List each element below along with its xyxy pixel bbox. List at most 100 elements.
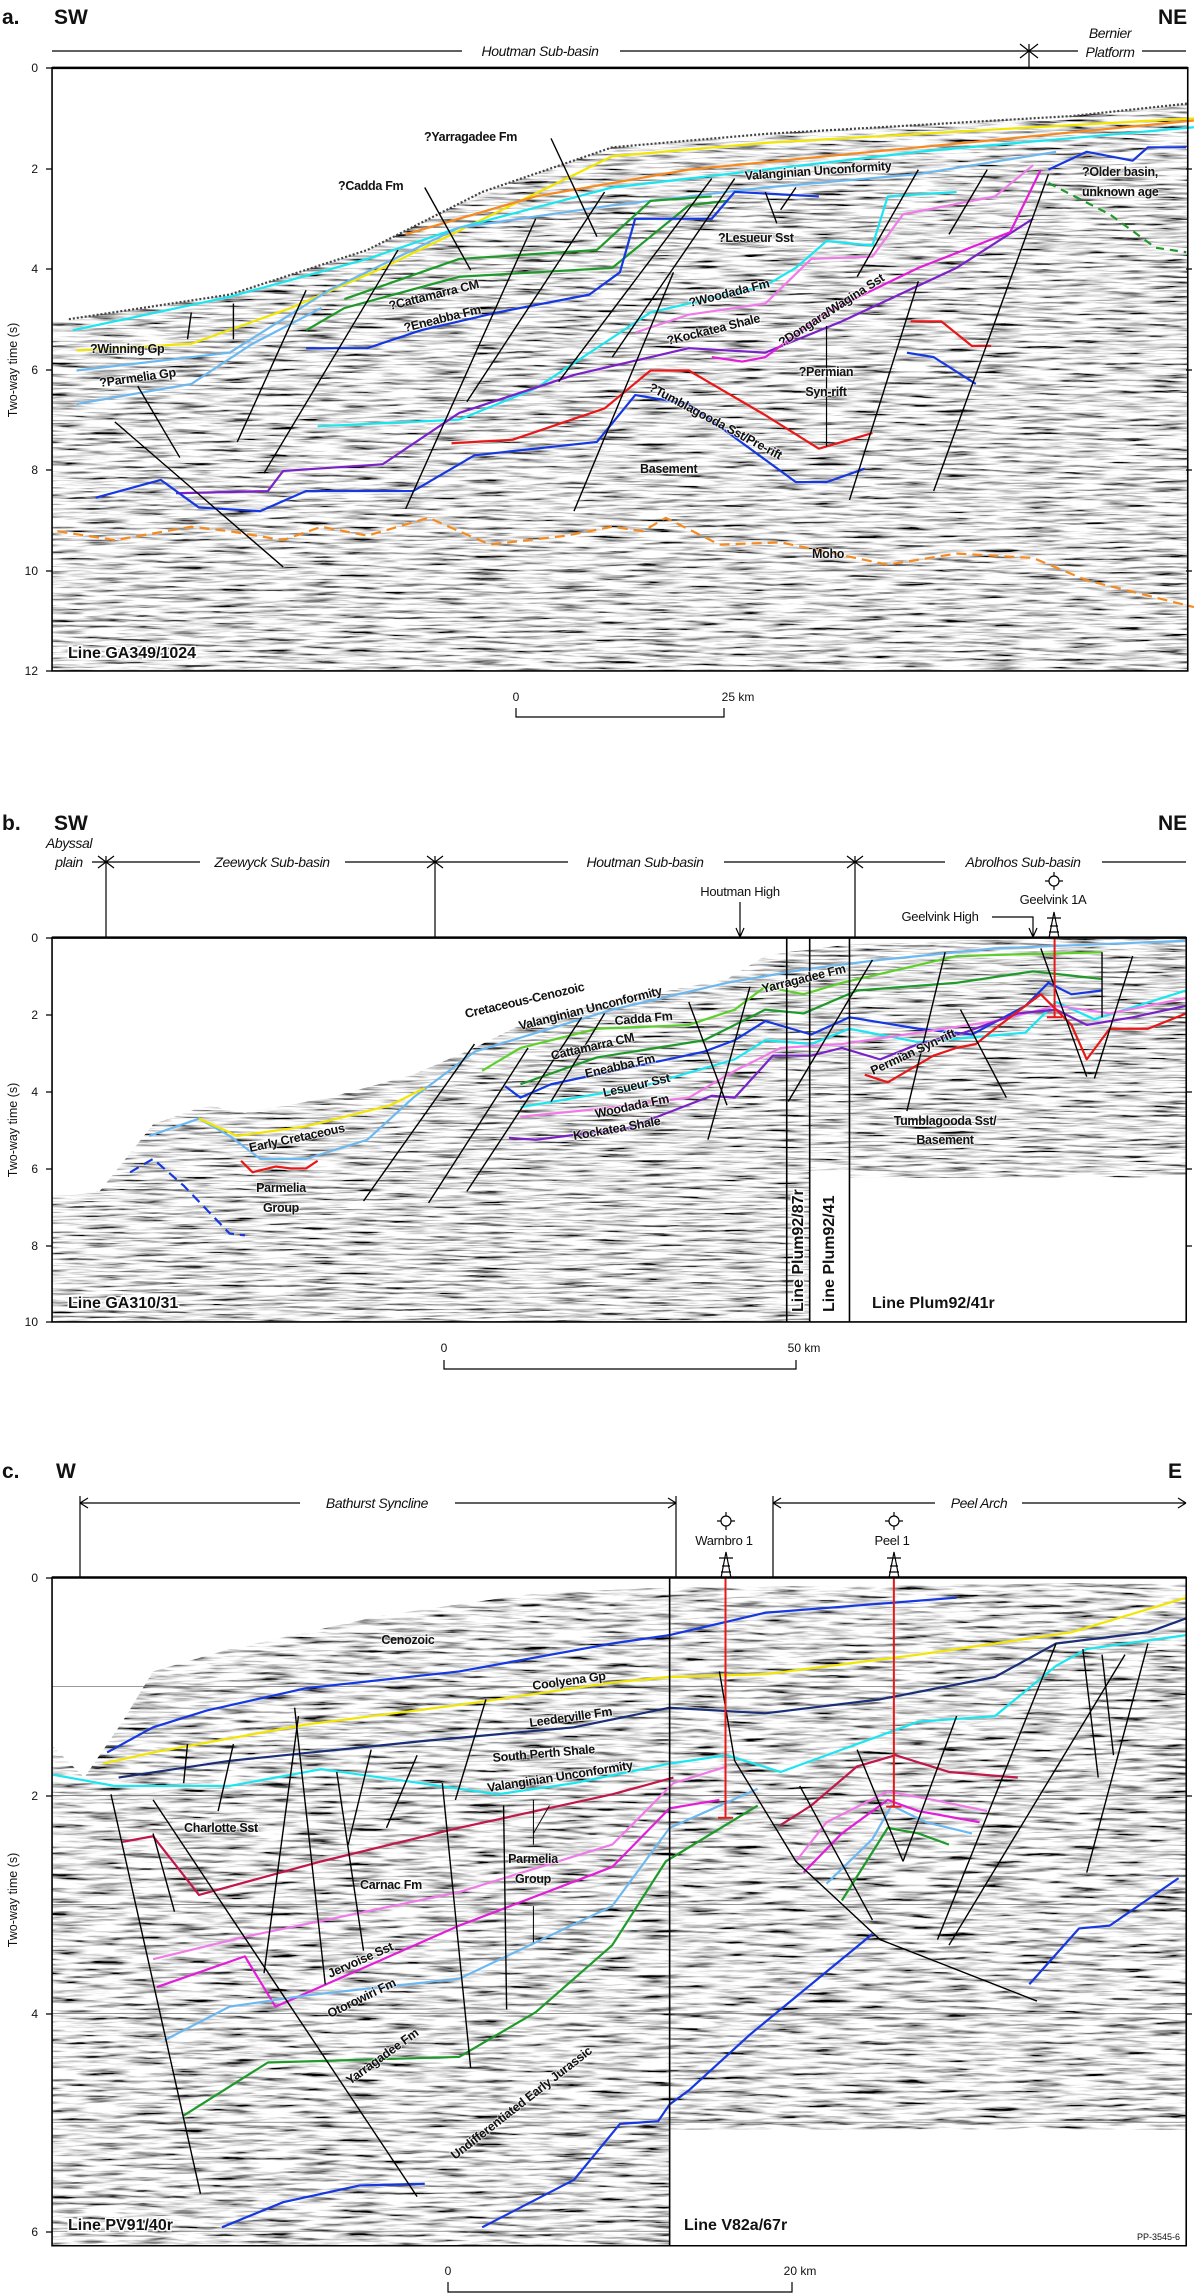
label-yarragadee: ?Yarragadee Fm xyxy=(424,130,517,144)
horizon-blue xyxy=(505,983,1102,1098)
tick-label: 10 xyxy=(25,564,39,578)
scale-end: 25 km xyxy=(722,690,755,704)
fault xyxy=(187,312,191,339)
fault xyxy=(406,219,536,509)
direction-left: SW xyxy=(54,812,88,835)
tick-label: 0 xyxy=(31,931,38,945)
scale-end: 50 km xyxy=(788,1341,821,1355)
y-axis-a: 0 2 4 6 8 10 12 Two-way time (s) xyxy=(6,61,1192,678)
fault xyxy=(1087,1643,1148,1872)
fault xyxy=(467,1017,582,1191)
label-permian-line1: ?Permian xyxy=(799,365,854,379)
fault xyxy=(708,987,750,1140)
fault xyxy=(337,1772,364,1951)
fault xyxy=(1102,1655,1113,1756)
fault xyxy=(237,290,306,442)
seismic-section-c xyxy=(52,1578,1186,2246)
horizon-green xyxy=(184,1806,758,2116)
region-bar: Abyssal plain Zeewyck Sub-basin Houtman … xyxy=(45,835,1186,938)
fault xyxy=(153,1833,174,1911)
horizon-green xyxy=(306,201,727,330)
fault xyxy=(1094,956,1132,1078)
fault xyxy=(937,1643,1056,1939)
region-houtman-sub-basin: Houtman Sub-basin xyxy=(482,43,600,59)
panel-letter: a. xyxy=(2,6,20,29)
fault xyxy=(788,960,872,1102)
horizon-lightgreen xyxy=(482,952,1102,1071)
direction-right: NE xyxy=(1158,812,1187,835)
label-lesueur: ?Lesueur Sst xyxy=(718,231,795,245)
fault xyxy=(551,138,597,236)
horizon-blue-right xyxy=(1048,147,1186,169)
tick-label: 4 xyxy=(31,262,38,276)
fault xyxy=(1041,948,1087,1076)
horizon-green-2 xyxy=(344,196,711,299)
well-symbol-icon xyxy=(1045,872,1063,939)
fault xyxy=(264,1716,298,1973)
horizon-blue-dashed xyxy=(130,1159,245,1236)
seismic-section-a xyxy=(52,68,1194,671)
well-symbol-icon xyxy=(717,1512,735,1579)
axis-title: Two-way time (s) xyxy=(6,1853,20,1947)
horizon-blue-upper xyxy=(306,192,819,348)
tick-label: 12 xyxy=(25,664,39,678)
region-abyssal-line1: Abyssal xyxy=(45,835,94,851)
panel-a: a. SW NE Houtman Sub-basin Bernier Platf… xyxy=(2,6,1194,718)
label-tumblagooda-line1: Tumblagooda Sst/ xyxy=(894,1114,997,1128)
fault xyxy=(559,179,712,382)
horizon-valanginian xyxy=(54,1635,1187,1794)
horizon-blue-deep xyxy=(222,2184,425,2228)
label-houtman-high: Houtman High xyxy=(700,884,780,899)
well-symbol-icon xyxy=(885,1512,903,1579)
tick-label: 2 xyxy=(31,1008,38,1022)
fault xyxy=(960,1010,1006,1098)
horizon-green-2 xyxy=(842,1828,949,1901)
seismic-texture xyxy=(52,1582,1187,2246)
tick-label: 8 xyxy=(31,1239,38,1253)
fault xyxy=(934,174,1049,491)
region-bathurst-syncline: Bathurst Syncline xyxy=(326,1495,429,1511)
fault xyxy=(857,1750,903,1862)
horizon-navy xyxy=(119,1618,1187,1777)
fault xyxy=(264,250,398,473)
fault xyxy=(1083,1649,1098,1778)
fault xyxy=(765,192,776,223)
scale-bar-b: 0 50 km xyxy=(441,1341,821,1370)
region-abrolhos: Abrolhos Sub-basin xyxy=(965,854,1082,870)
fault-lines xyxy=(115,138,1049,567)
fault xyxy=(455,1699,486,1800)
horizon-violet xyxy=(509,1006,1186,1140)
label-cadda: Cadda Fm xyxy=(614,1009,673,1028)
region-bar: Bathurst Syncline Peel Arch xyxy=(79,1495,1187,1578)
fault xyxy=(429,1048,528,1203)
fault-lines xyxy=(111,1643,1148,2196)
fault xyxy=(903,1716,957,1861)
panel-c: c. W E Bathurst Syncline Peel Arch Warnb… xyxy=(2,1460,1192,2293)
panel-letter: b. xyxy=(2,812,21,835)
region-abyssal-line2: plain xyxy=(54,854,83,870)
panel-b: b. SW NE Abyssal plain Zeewyck Sub-basin… xyxy=(2,812,1192,1370)
fault xyxy=(425,187,471,270)
label-geelvink-high: Geelvink High xyxy=(901,909,978,924)
fault xyxy=(612,179,734,358)
fault xyxy=(218,1744,233,1811)
horizon-magenta xyxy=(712,170,1041,362)
horizon-pink xyxy=(520,998,1186,1117)
direction-right: NE xyxy=(1158,6,1187,29)
horizon-orange xyxy=(406,121,1194,235)
horizon-magenta-2 xyxy=(804,1800,980,1873)
label-charlotte-sst: Charlotte Sst xyxy=(184,1821,259,1835)
horizon-crimson-2 xyxy=(781,1755,1018,1825)
label-well-geelvink-1a: Geelvink 1A xyxy=(1020,892,1087,907)
region-bernier-line1: Bernier xyxy=(1089,25,1133,41)
fault xyxy=(949,170,987,235)
horizon-blue-lower xyxy=(96,395,865,511)
direction-left: SW xyxy=(54,6,88,29)
label-carnac-fm: Carnac Fm xyxy=(360,1878,422,1892)
label-older-line2: unknown age xyxy=(1082,185,1159,199)
scale-start: 0 xyxy=(513,690,520,704)
seismic-line-name: Line GA310/31 xyxy=(68,1295,178,1312)
horizon-yellow xyxy=(199,1088,425,1136)
label-cenozoic: Cenozoic xyxy=(381,1633,435,1647)
